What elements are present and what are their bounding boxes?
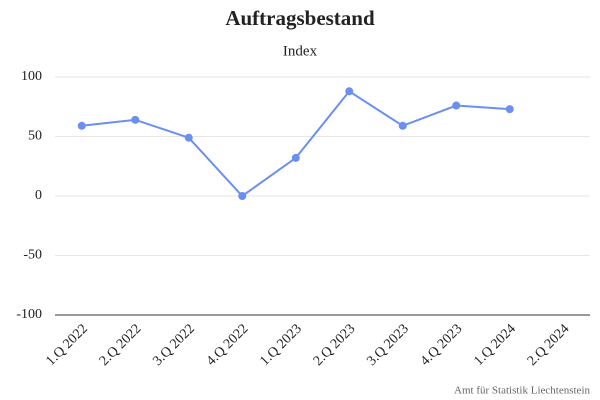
y-tick-label: 50 — [28, 129, 42, 144]
x-tick-label: 4.Q 2022 — [204, 321, 251, 368]
point — [77, 121, 86, 130]
credit: Amt für Statistik Liechtenstein — [454, 385, 590, 397]
x-tick-label: 3.Q 2022 — [150, 321, 197, 368]
x-tick-label: 4.Q 2023 — [418, 321, 465, 368]
chart-subtitle: Index — [283, 43, 318, 59]
y-tick-label: -100 — [16, 307, 42, 322]
chart-title: Auftragsbestand — [225, 6, 375, 30]
x-tick-label: 1.Q 2024 — [471, 321, 518, 368]
x-tick-label: 2.Q 2022 — [97, 321, 144, 368]
point — [131, 115, 140, 124]
x-tick-label: 2.Q 2024 — [525, 321, 572, 368]
y-tick-label: 0 — [35, 188, 42, 203]
y-tick-label: -50 — [23, 248, 42, 263]
x-tick-label: 2.Q 2023 — [311, 321, 358, 368]
point — [184, 133, 193, 142]
point — [398, 121, 407, 130]
point — [452, 101, 461, 110]
x-tick-label: 3.Q 2023 — [364, 321, 411, 368]
y-tick-label: 100 — [21, 69, 42, 84]
x-tick-label: 1.Q 2023 — [257, 321, 304, 368]
point — [291, 153, 300, 162]
point — [505, 105, 514, 114]
point — [238, 192, 247, 200]
point — [345, 87, 354, 96]
x-tick-label: 1.Q 2022 — [43, 321, 90, 368]
line — [81, 89, 510, 198]
